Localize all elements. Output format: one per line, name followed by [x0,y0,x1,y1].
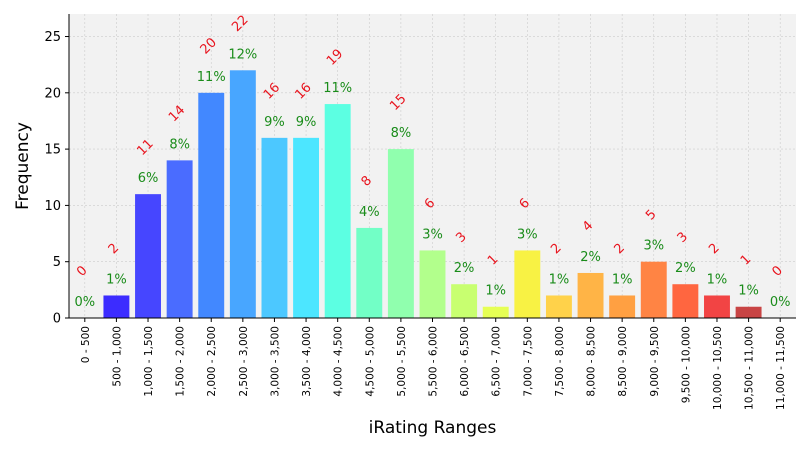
bar-1-000-1-500 [135,194,161,318]
x-tick-label: 2,000 - 2,500 [206,326,218,397]
x-tick-label: 7,500 - 8,000 [554,326,566,397]
y-tick-label: 10 [44,199,61,214]
percent-label: 11% [197,70,226,85]
percent-label: 8% [391,126,412,141]
bar-4-500-5-000 [356,227,383,318]
y-axis-title: Frequency [13,122,33,210]
x-tick-label: 3,000 - 3,500 [269,326,281,397]
percent-label: 8% [169,137,190,152]
percent-label: 3% [422,227,443,242]
bar-2-500-3-000 [229,70,256,318]
bar-3-000-3-500 [261,137,288,318]
x-tick-label: 5,000 - 5,500 [396,326,408,397]
y-tick-label: 15 [44,143,61,158]
bar-2-000-2-500 [198,92,225,318]
percent-label: 1% [549,272,570,287]
percent-label: 0% [74,295,95,310]
x-tick-label: 6,000 - 6,500 [459,326,471,397]
percent-label: 2% [675,261,696,276]
bar-9-000-9-500 [640,261,667,318]
bar-4-000-4-500 [324,104,351,319]
bar-7-500-8-000 [545,295,572,318]
x-tick-label: 11,000 - 11,500 [775,326,787,410]
x-tick-label: 5,500 - 6,000 [428,326,440,397]
x-tick-label: 6,500 - 7,000 [491,326,503,397]
x-tick-label: 8,500 - 9,000 [617,326,629,397]
y-tick-label: 5 [53,255,61,270]
bar-10-000-10-500 [704,295,730,318]
y-tick-label: 20 [44,86,61,101]
bar-500-1-000 [103,295,130,318]
bar-9-500-10-000 [672,284,699,318]
bar-7-000-7-500 [514,250,541,318]
y-tick-label: 25 [44,30,61,45]
x-tick-label: 1,000 - 1,500 [143,326,155,397]
x-tick-label: 1,500 - 2,000 [175,326,187,397]
bar-10-500-11-000 [735,306,762,318]
percent-label: 6% [138,171,159,186]
bar-8-500-9-000 [609,295,636,318]
x-tick-label: 8,000 - 8,500 [586,326,598,397]
percent-label: 1% [106,272,127,287]
percent-label: 1% [738,284,759,299]
percent-label: 4% [359,205,380,220]
bar-8-000-8-500 [577,272,604,318]
x-tick-label: 4,000 - 4,500 [333,326,345,397]
percent-label: 3% [643,239,664,254]
bar-3-500-4-000 [293,137,320,318]
x-tick-label: 9,500 - 10,000 [680,326,692,403]
percent-label: 3% [517,227,538,242]
x-tick-label: 10,000 - 10,500 [712,326,724,410]
percent-label: 11% [323,81,352,96]
x-tick-label: 10,500 - 11,000 [744,326,756,410]
x-axis-title: iRating Ranges [369,418,497,438]
percent-label: 9% [296,115,317,130]
percent-label: 9% [264,115,285,130]
percent-label: 0% [770,295,791,310]
x-tick-label: 3,500 - 4,000 [301,326,313,397]
x-tick-label: 500 - 1,000 [111,326,123,387]
percent-label: 2% [580,250,601,265]
bar-6-500-7-000 [482,306,509,318]
x-tick-label: 0 - 500 [80,326,92,363]
x-tick-label: 2,500 - 3,000 [238,326,250,397]
percent-label: 1% [485,284,506,299]
percent-label: 1% [612,272,633,287]
percent-label: 12% [228,47,257,62]
bar-1-500-2-000 [166,160,193,318]
x-tick-label: 7,000 - 7,500 [522,326,534,397]
bar-5-000-5-500 [387,149,414,318]
x-tick-label: 4,500 - 5,000 [364,326,376,397]
percent-label: 1% [707,272,728,287]
bar-5-500-6-000 [419,250,446,318]
bar-6-000-6-500 [451,284,478,318]
x-tick-label: 9,000 - 9,500 [649,326,661,397]
y-tick-label: 0 [53,312,61,327]
percent-label: 2% [454,261,475,276]
